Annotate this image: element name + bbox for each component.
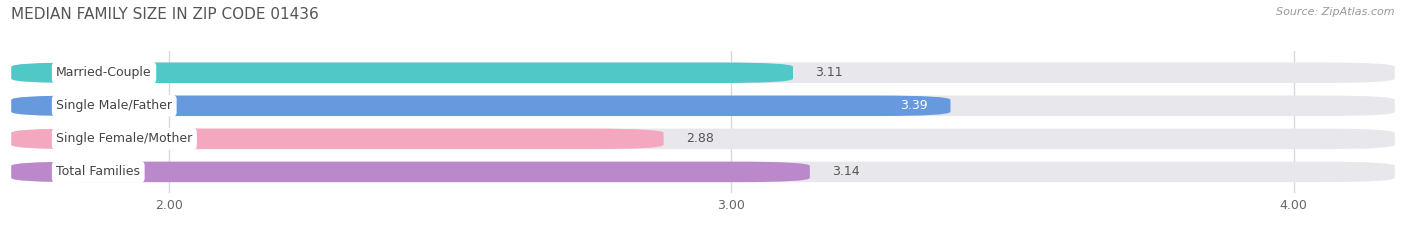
Text: 3.39: 3.39 <box>900 99 928 112</box>
Text: MEDIAN FAMILY SIZE IN ZIP CODE 01436: MEDIAN FAMILY SIZE IN ZIP CODE 01436 <box>11 7 319 22</box>
Text: 3.14: 3.14 <box>832 165 860 178</box>
FancyBboxPatch shape <box>11 96 950 116</box>
FancyBboxPatch shape <box>11 162 1395 182</box>
Text: Source: ZipAtlas.com: Source: ZipAtlas.com <box>1277 7 1395 17</box>
Text: 2.88: 2.88 <box>686 132 714 145</box>
Text: Single Male/Father: Single Male/Father <box>56 99 173 112</box>
FancyBboxPatch shape <box>11 129 1395 149</box>
Text: Single Female/Mother: Single Female/Mother <box>56 132 193 145</box>
Text: 3.11: 3.11 <box>815 66 844 79</box>
FancyBboxPatch shape <box>11 162 810 182</box>
FancyBboxPatch shape <box>11 62 793 83</box>
FancyBboxPatch shape <box>11 96 1395 116</box>
FancyBboxPatch shape <box>11 129 664 149</box>
FancyBboxPatch shape <box>11 62 1395 83</box>
Text: Married-Couple: Married-Couple <box>56 66 152 79</box>
Text: Total Families: Total Families <box>56 165 141 178</box>
